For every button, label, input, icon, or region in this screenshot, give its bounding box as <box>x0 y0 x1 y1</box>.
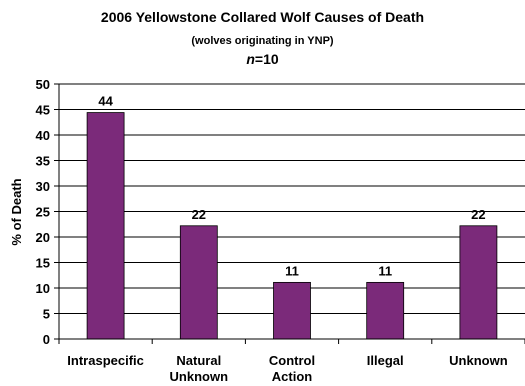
y-tick-label: 0 <box>43 332 50 347</box>
bar <box>459 225 498 340</box>
data-label: 44 <box>98 94 113 109</box>
sample-size-prefix: n <box>246 51 255 67</box>
data-label: 22 <box>471 207 485 222</box>
y-tick-label: 40 <box>36 128 50 143</box>
bar <box>86 112 125 340</box>
x-tick-label: Unknown <box>170 369 229 384</box>
data-label: 11 <box>378 263 392 278</box>
data-label: 22 <box>192 207 206 222</box>
y-axis-label: % of Death <box>9 178 24 245</box>
y-tick-label: 10 <box>36 281 50 296</box>
data-label: 11 <box>285 263 299 278</box>
y-tick-label: 20 <box>36 230 50 245</box>
x-tick-label: Illegal <box>367 353 404 368</box>
labels: 0 5 10 15 20 25 30 35 40 45 50 44 Intraspecific 22 Nat… <box>36 77 508 384</box>
gridlines <box>59 83 525 314</box>
sample-size-label: n=10 <box>0 51 525 67</box>
x-tick-label: Unknown <box>449 353 508 368</box>
y-tick-label: 45 <box>36 103 50 118</box>
y-tick-label: 25 <box>36 205 50 220</box>
chart-subtitle: (wolves originating in YNP) <box>191 35 334 47</box>
y-tick-label: 50 <box>36 77 50 92</box>
bar <box>273 281 311 340</box>
y-tick-label: 35 <box>36 154 50 169</box>
x-tick-label: Intraspecific <box>67 353 144 368</box>
y-tick-label: 30 <box>36 179 50 194</box>
y-tick-label: 15 <box>36 256 50 271</box>
chart-title: 2006 Yellowstone Collared Wolf Causes of… <box>100 9 425 25</box>
axes <box>54 83 525 344</box>
bar <box>366 281 405 340</box>
sample-size-value: =10 <box>254 51 279 67</box>
x-tick-label: Control <box>269 353 315 368</box>
x-tick-label: Natural <box>176 353 221 368</box>
bar <box>179 225 218 340</box>
y-tick-label: 5 <box>43 307 50 322</box>
bars <box>86 112 498 340</box>
x-tick-label: Action <box>272 369 313 384</box>
